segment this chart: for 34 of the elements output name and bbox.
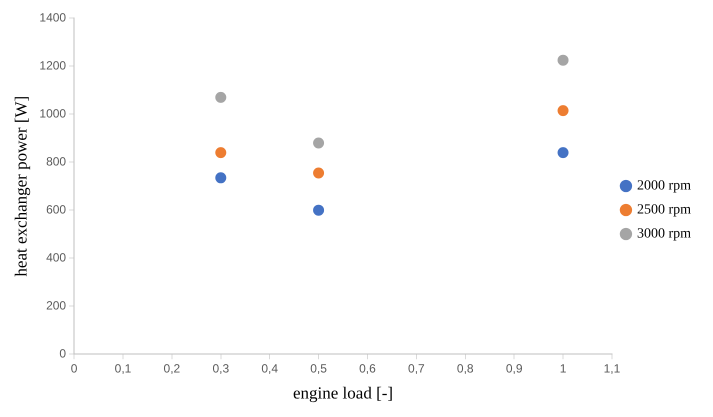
x-tick-label: 0,7 [408,362,426,376]
point [215,172,226,184]
y-tick-label: 200 [46,298,66,313]
point [313,138,324,148]
legend-label: 2500 rpm [636,202,692,218]
y-tick-label: 400 [46,250,66,265]
x-tick-label: 0,3 [212,362,230,376]
x-axis-title: engine load [-] [292,383,394,402]
y-tick-label: 600 [46,202,66,217]
point [558,147,569,158]
y-tick-label: 1000 [39,106,66,121]
x-tick-label: 0,5 [310,362,328,376]
x-tick-label: 0,2 [164,362,181,376]
y-tick-label: 0 [59,346,66,361]
point [558,54,569,66]
x-tick-label: 1 [560,362,567,376]
y-tick-label: 1400 [39,10,66,25]
y-axis-title: heat exchanger power [W] [12,96,31,277]
x-tick-label: 1,1 [604,362,621,376]
x-tick-label: 0,8 [456,362,474,376]
point [313,204,324,216]
legend-label: 2000 rpm [636,178,692,194]
point [215,147,226,158]
x-tick-label: 0 [70,362,78,376]
point [558,105,569,116]
x-tick-label: 0,6 [359,362,376,376]
y-tick-label: 1200 [39,58,66,73]
x-tick-label: 0,1 [114,362,132,376]
x-tick-label: 0,9 [506,362,523,376]
x-tick-label: 0,4 [261,362,278,376]
y-tick-label: 800 [46,154,66,169]
point [215,92,226,103]
legend-label: 3000 rpm [636,226,692,242]
point [313,168,324,178]
